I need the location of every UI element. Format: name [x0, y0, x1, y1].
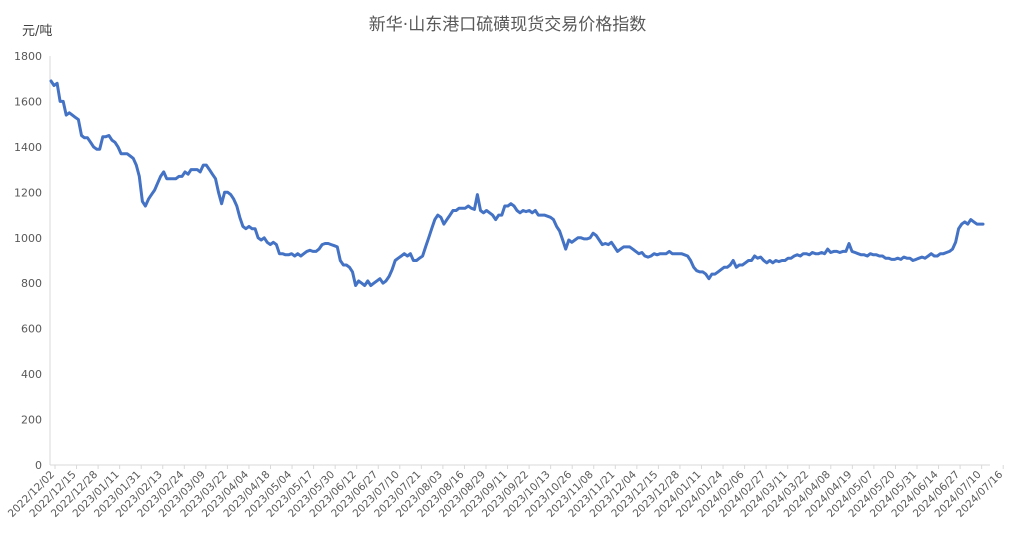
y-tick-label: 200 — [21, 414, 42, 427]
y-axis-unit-label: 元/吨 — [22, 24, 53, 39]
y-tick-label: 1400 — [14, 141, 42, 154]
y-tick-label: 1600 — [14, 95, 42, 108]
y-tick-label: 1800 — [14, 50, 42, 63]
y-tick-label: 400 — [21, 368, 42, 381]
y-tick-label: 800 — [21, 277, 42, 290]
y-tick-label: 1200 — [14, 186, 42, 199]
y-tick-label: 1000 — [14, 232, 42, 245]
y-tick-label: 600 — [21, 323, 42, 336]
price-index-line — [49, 79, 985, 287]
chart-title: 新华·山东港口硫磺现货交易价格指数 — [368, 15, 647, 35]
y-tick-label: 0 — [35, 459, 42, 472]
